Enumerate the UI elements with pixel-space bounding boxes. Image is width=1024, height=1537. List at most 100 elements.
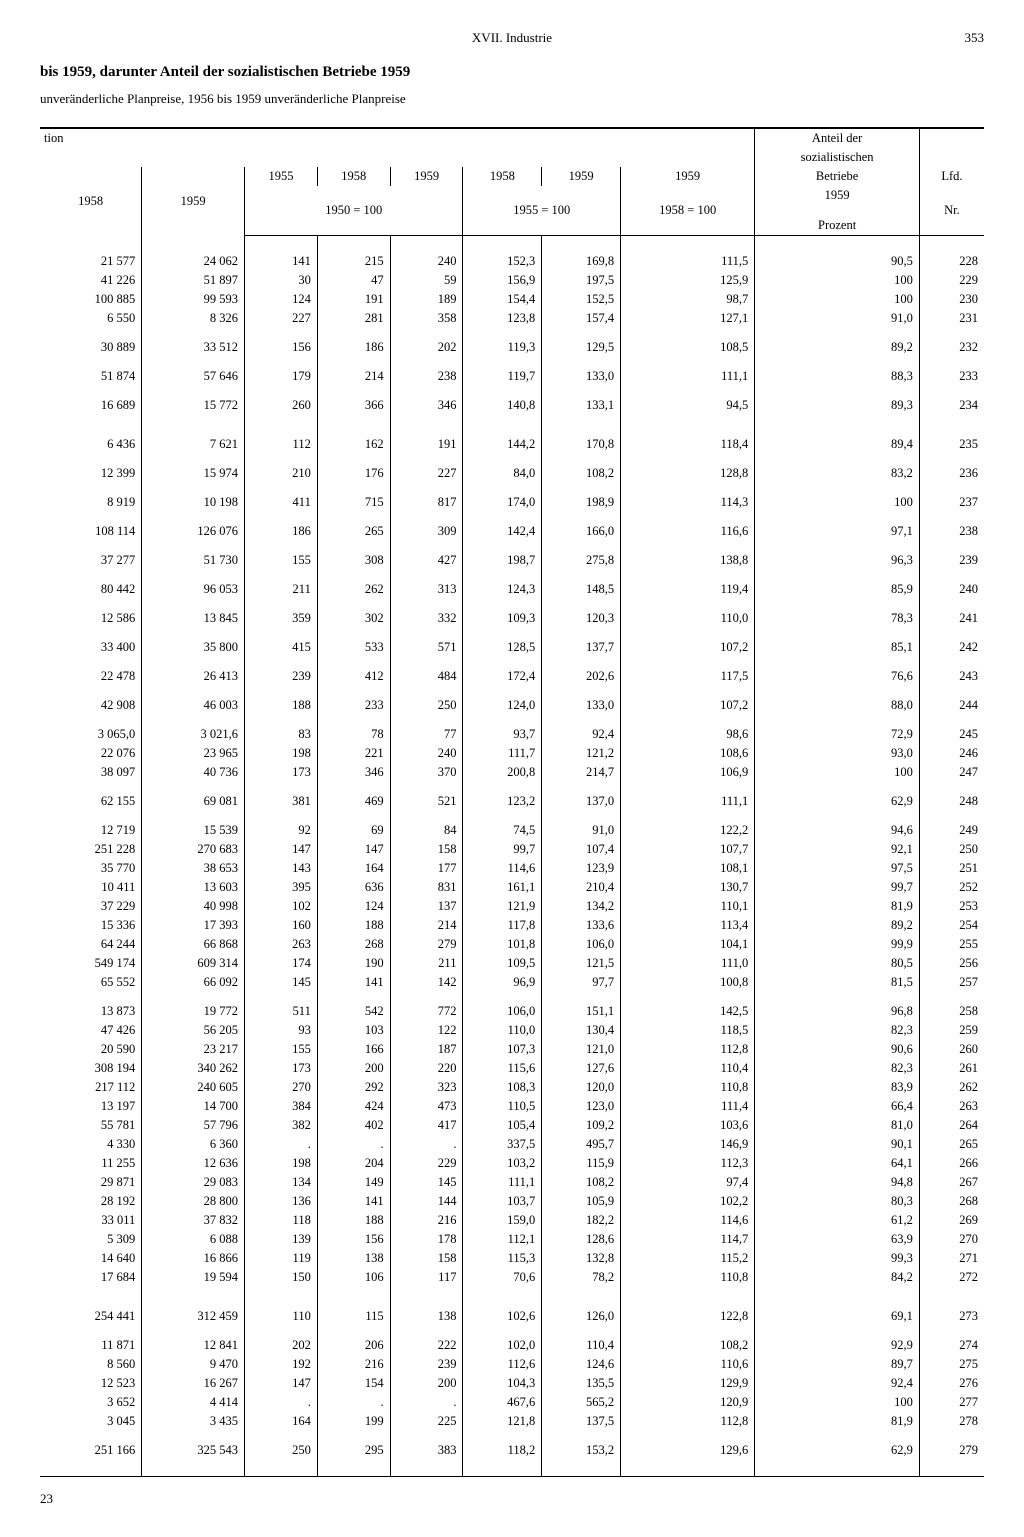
cell: 370 (390, 763, 463, 782)
cell: 275,8 (542, 551, 621, 570)
cell: 110,0 (621, 609, 755, 628)
cell: 270 683 (142, 840, 245, 859)
cell: 263 (919, 1097, 984, 1116)
table-row: 38 09740 736173346370200,8214,7106,91002… (40, 763, 984, 782)
cell: 268 (919, 1192, 984, 1211)
cell: 62,9 (755, 1441, 920, 1460)
cell: 81,5 (755, 973, 920, 992)
cell: 179 (245, 367, 318, 386)
cell: 270 (245, 1078, 318, 1097)
cell: 211 (245, 580, 318, 599)
cell: 15 974 (142, 464, 245, 483)
cell: 107,4 (542, 840, 621, 859)
cell: 8 919 (40, 493, 142, 512)
cell: 221 (317, 744, 390, 763)
cell: 251 166 (40, 1441, 142, 1460)
cell: 411 (245, 493, 318, 512)
cell: 104,1 (621, 935, 755, 954)
cell: 94,6 (755, 821, 920, 840)
cell: 6 436 (40, 435, 142, 454)
cell: 521 (390, 792, 463, 811)
col-1958c: 1958 (463, 167, 542, 186)
table-row: 30 88933 512156186202119,3129,5108,589,2… (40, 338, 984, 357)
cell: 96,3 (755, 551, 920, 570)
cell: 200,8 (463, 763, 542, 782)
cell: 346 (390, 396, 463, 415)
cell: 382 (245, 1116, 318, 1135)
cell: 137,0 (542, 792, 621, 811)
cell: 105,4 (463, 1116, 542, 1135)
table-row (40, 483, 984, 493)
cell: 240 (390, 744, 463, 763)
cell: 238 (919, 522, 984, 541)
cell: 143 (245, 859, 318, 878)
table-row: 16 68915 772260366346140,8133,194,589,32… (40, 396, 984, 415)
cell: 152,5 (542, 290, 621, 309)
cell: 187 (390, 1040, 463, 1059)
cell: 17 393 (142, 916, 245, 935)
cell: 238 (390, 367, 463, 386)
cell: 137 (390, 897, 463, 916)
table-row (40, 782, 984, 792)
cell: 72,9 (755, 725, 920, 744)
cell: 262 (317, 580, 390, 599)
cell: 831 (390, 878, 463, 897)
table-row: 13 19714 700384424473110,5123,0111,466,4… (40, 1097, 984, 1116)
cell: 16 267 (142, 1374, 245, 1393)
base-1955: 1955 = 100 (463, 186, 621, 236)
cell: 117,8 (463, 916, 542, 935)
table-row: 6 4367 621112162191144,2170,8118,489,423… (40, 435, 984, 454)
table-row: 14 64016 866119138158115,3132,8115,299,3… (40, 1249, 984, 1268)
col-1959d: 1959 (621, 167, 755, 186)
cell: 229 (919, 271, 984, 290)
cell: 278 (919, 1412, 984, 1431)
table-row: 100 88599 593124191189154,4152,598,71002… (40, 290, 984, 309)
table-row: 62 15569 081381469521123,2137,0111,162,9… (40, 792, 984, 811)
cell: 148,5 (542, 580, 621, 599)
cell: 116,6 (621, 522, 755, 541)
cell: 206 (317, 1336, 390, 1355)
cell: 126 076 (142, 522, 245, 541)
cell: 24 062 (142, 252, 245, 271)
cell: 90,1 (755, 1135, 920, 1154)
cell: 100 (755, 493, 920, 512)
cell: 308 194 (40, 1059, 142, 1078)
cell: 235 (919, 435, 984, 454)
cell: 159,0 (463, 1211, 542, 1230)
cell: 277 (919, 1393, 984, 1412)
cell: 191 (390, 435, 463, 454)
cell: 216 (390, 1211, 463, 1230)
cell: 127,1 (621, 309, 755, 328)
cell: 112,1 (463, 1230, 542, 1249)
cell: 88,3 (755, 367, 920, 386)
cell: 92 (245, 821, 318, 840)
cell: 119 (245, 1249, 318, 1268)
cell: 99,9 (755, 935, 920, 954)
cell: 123,9 (542, 859, 621, 878)
cell: 173 (245, 1059, 318, 1078)
col-1958: 1958 (40, 167, 142, 236)
cell: 112,8 (621, 1412, 755, 1431)
anteil-header-1: Anteil der (755, 128, 920, 148)
cell: 215 (317, 252, 390, 271)
cell: 82,3 (755, 1021, 920, 1040)
cell: 40 998 (142, 897, 245, 916)
base-1950: 1950 = 100 (245, 186, 463, 236)
cell: 123,0 (542, 1097, 621, 1116)
cell: 250 (245, 1441, 318, 1460)
cell: 150 (245, 1268, 318, 1287)
cell: 202 (390, 338, 463, 357)
cell: 244 (919, 696, 984, 715)
cell: 94,8 (755, 1173, 920, 1192)
cell: 254 (919, 916, 984, 935)
cell: 84,2 (755, 1268, 920, 1287)
table-body: 21 57724 062141215240152,3169,8111,590,5… (40, 236, 984, 1477)
table-row: 4 3306 360...337,5495,7146,990,1265 (40, 1135, 984, 1154)
cell: 216 (317, 1355, 390, 1374)
cell: 308 (317, 551, 390, 570)
cell: 98,6 (621, 725, 755, 744)
table-row: 37 22940 998102124137121,9134,2110,181,9… (40, 897, 984, 916)
cell: 138 (317, 1249, 390, 1268)
table-row: 64 24466 868263268279101,8106,0104,199,9… (40, 935, 984, 954)
table-row (40, 811, 984, 821)
